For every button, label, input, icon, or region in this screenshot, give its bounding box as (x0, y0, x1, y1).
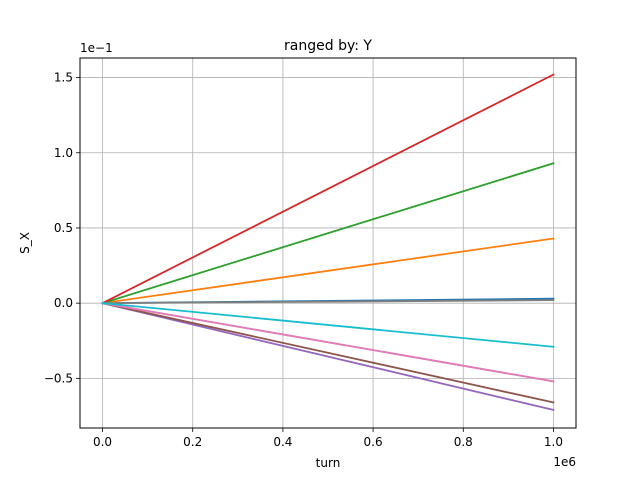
y-tick-label: 0.5 (54, 221, 73, 235)
series-line-6 (101, 302, 555, 404)
x-tick-label: 0.2 (183, 435, 202, 449)
series-line-4 (101, 73, 555, 305)
series-line-9 (101, 302, 555, 383)
series-line-5 (101, 302, 555, 412)
x-tick-label: 0.0 (93, 435, 112, 449)
x-axis-label: turn (316, 456, 341, 470)
series-line-7 (101, 299, 555, 305)
y-offset-label: 1e−1 (80, 41, 113, 55)
y-axis-label: S_X (18, 232, 32, 254)
x-tick-label: 0.6 (364, 435, 383, 449)
x-axis-ticks: 0.0 0.2 0.4 0.6 0.8 1.0 (93, 428, 563, 449)
y-axis-ticks: −0.5 0.0 0.5 1.0 1.5 (44, 71, 80, 385)
plot-area (80, 58, 576, 428)
series-line-10 (101, 302, 555, 348)
y-tick-label: 1.0 (54, 146, 73, 160)
x-tick-label: 1.0 (544, 435, 563, 449)
series-group (101, 73, 555, 412)
series-line-3 (101, 162, 555, 305)
x-offset-label: 1e6 (553, 455, 576, 469)
y-tick-label: 1.5 (54, 71, 73, 85)
y-tick-label: 0.0 (54, 296, 73, 310)
series-line-2 (101, 237, 555, 305)
plot-frame (79, 57, 577, 429)
x-tick-label: 0.8 (454, 435, 473, 449)
x-tick-label: 0.4 (273, 435, 292, 449)
y-tick-label: −0.5 (44, 371, 73, 385)
chart-title: ranged by: Y (284, 38, 372, 54)
